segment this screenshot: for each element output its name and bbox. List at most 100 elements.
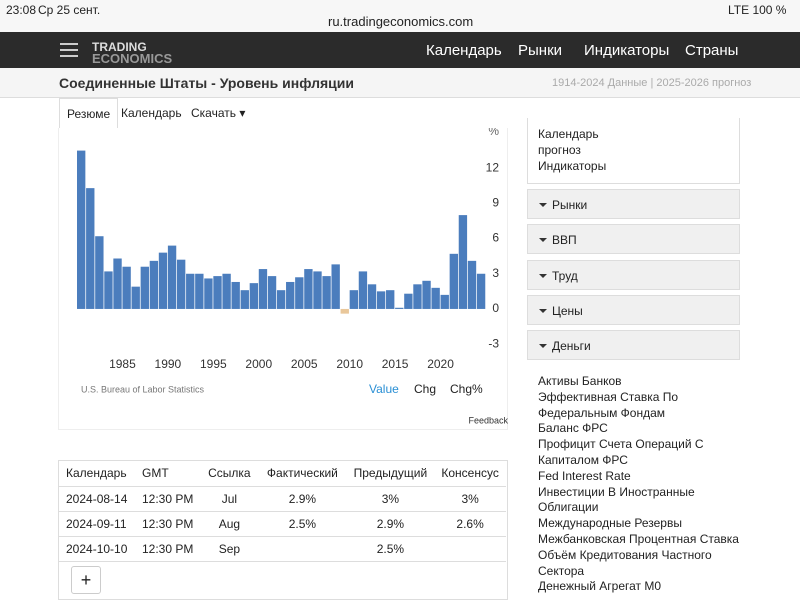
page-title: Соединенные Штаты - Уровень инфляции [59, 75, 354, 91]
sidebar-link[interactable]: Активы Банков [538, 374, 622, 388]
bar [341, 309, 349, 314]
tab[interactable]: Резюме [59, 98, 118, 128]
table-cell: Jul [200, 486, 258, 511]
nav-link[interactable]: Страны [685, 42, 738, 59]
bar [386, 290, 394, 309]
tab[interactable]: Календарь [114, 98, 189, 128]
table-cell: Sep [200, 536, 258, 561]
bar [413, 284, 421, 309]
bar [259, 269, 267, 309]
bar [277, 290, 285, 309]
table-cell: 3% [346, 486, 434, 511]
bar [95, 236, 103, 309]
bar [304, 269, 312, 309]
x-tick-label: 2005 [291, 357, 318, 371]
bar [450, 254, 458, 309]
bar [222, 274, 230, 309]
sidebar-section[interactable]: ВВП [527, 224, 740, 254]
sidebar: КалендарьпрогнозИндикаторыРынкиВВПТрудЦе… [527, 118, 740, 600]
bar [422, 281, 430, 309]
y-tick-label: 0 [492, 301, 499, 315]
sidebar-link[interactable]: Инвестиции В Иностранные [538, 485, 695, 499]
bar [268, 276, 276, 309]
sidebar-link[interactable]: Fed Interest Rate [538, 469, 631, 483]
sidebar-link[interactable]: Объём Кредитования Частного [538, 548, 712, 562]
bar [86, 188, 94, 309]
x-tick-label: 2020 [427, 357, 454, 371]
x-tick-label: 2015 [382, 357, 409, 371]
bar [232, 282, 240, 309]
sidebar-link[interactable]: Облигации [538, 500, 598, 514]
bar [322, 276, 330, 309]
sidebar-box [527, 118, 740, 184]
bar [104, 271, 112, 309]
bar [159, 253, 167, 309]
table-cell: 12:30 PM [135, 536, 200, 561]
table-cell: 3% [434, 486, 505, 511]
nav-link[interactable]: Индикаторы [584, 42, 669, 59]
range-note: 1914-2024 Данные | 2025-2026 прогноз [552, 77, 751, 89]
sidebar-link[interactable]: Денежный Агрегат M0 [538, 579, 661, 593]
sidebar-link[interactable]: Сектора [538, 564, 584, 578]
sidebar-link[interactable]: Профицит Счета Операций С [538, 437, 704, 451]
add-button[interactable]: + [71, 566, 101, 594]
sidebar-section[interactable]: Рынки [527, 189, 740, 219]
sidebar-section[interactable]: Деньги [527, 330, 740, 360]
chart: % U.S. Bureau of Labor Statistics Value … [59, 128, 509, 428]
bar [141, 267, 149, 309]
logo[interactable]: ECONOMICS [92, 51, 172, 66]
bar [213, 276, 221, 309]
bar [204, 278, 212, 308]
table-cell: Aug [200, 511, 258, 536]
table-cell [258, 536, 346, 561]
bar [241, 290, 249, 309]
nav-link[interactable]: Календарь [426, 42, 502, 59]
x-tick-label: 1990 [155, 357, 182, 371]
sidebar-link[interactable]: Федеральным Фондам [538, 406, 665, 420]
chart-control[interactable]: Chg% [450, 382, 483, 396]
menu-button[interactable] [60, 43, 78, 57]
bar [350, 290, 358, 309]
x-tick-label: 1995 [200, 357, 227, 371]
sidebar-link[interactable]: Эффективная Ставка По [538, 390, 678, 404]
bar [150, 261, 158, 309]
feedback[interactable]: Feedback [468, 415, 508, 425]
table-cell: 12:30 PM [135, 511, 200, 536]
sidebar-section[interactable]: Труд [527, 260, 740, 290]
table-cell: 2024-09-11 [59, 511, 135, 536]
x-tick-label: 1985 [109, 357, 136, 371]
date: Ср 25 сент. [38, 3, 100, 17]
bar [186, 274, 194, 309]
bar [313, 271, 321, 309]
bar [295, 277, 303, 309]
table-cell: 2024-10-10 [59, 536, 135, 561]
chart-panel: % U.S. Bureau of Labor Statistics Value … [58, 128, 508, 430]
sidebar-link[interactable]: Межбанковская Процентная Ставка [538, 532, 739, 546]
tab-label[interactable]: Скачать [191, 106, 236, 120]
url[interactable]: ru.tradingeconomics.com [328, 14, 473, 29]
nav-link[interactable]: Рынки [518, 42, 562, 59]
chart-control[interactable]: Chg [414, 382, 436, 396]
bar [286, 282, 294, 309]
sidebar-link[interactable]: Капиталом ФРС [538, 453, 628, 467]
column-header: Фактический [258, 461, 346, 486]
table-cell [434, 536, 505, 561]
chart-source: U.S. Bureau of Labor Statistics [81, 384, 205, 394]
sidebar-link[interactable]: Международные Резервы [538, 516, 682, 530]
bar [395, 308, 403, 309]
chart-control[interactable]: Value [369, 382, 399, 396]
column-header: GMT [135, 461, 200, 486]
clock: 23:08 [6, 3, 36, 17]
column-header: Предыдущий [346, 461, 434, 486]
bar [195, 274, 203, 309]
y-tick-label: 9 [492, 196, 499, 210]
bar [331, 264, 339, 309]
x-tick-label: 2010 [336, 357, 363, 371]
column-header: Календарь [59, 461, 135, 486]
bar [168, 246, 176, 309]
sidebar-link[interactable]: Баланс ФРС [538, 421, 608, 435]
sidebar-section[interactable]: Цены [527, 295, 740, 325]
tab[interactable]: Скачать ▾ [184, 98, 252, 128]
table-cell: 12:30 PM [135, 486, 200, 511]
